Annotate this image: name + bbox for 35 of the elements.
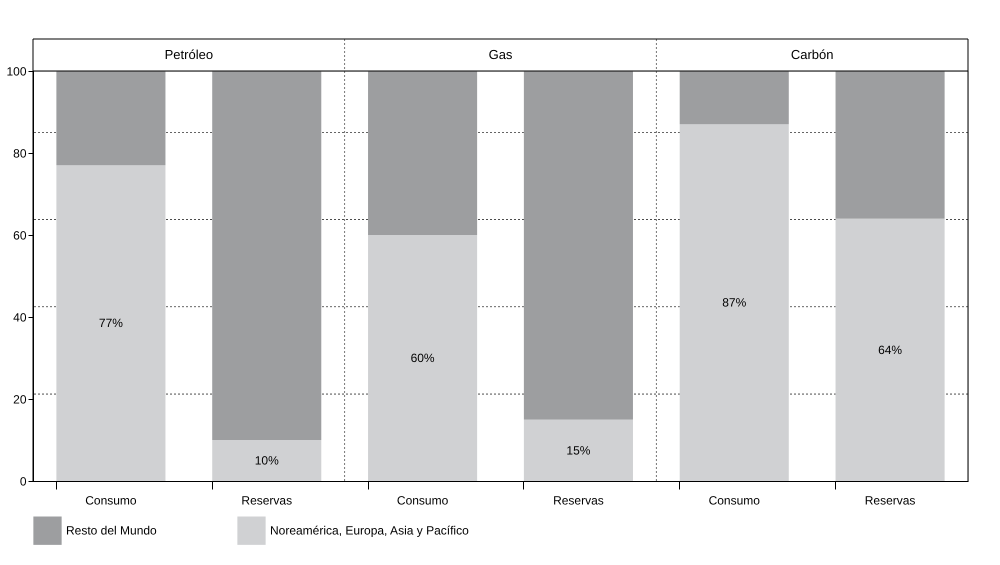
x-tick-label: Consumo (85, 494, 137, 508)
bar (836, 71, 945, 219)
y-tick-label: 60 (13, 228, 27, 242)
bar (836, 218, 945, 481)
bar (524, 71, 633, 420)
bar (368, 235, 478, 481)
text: Petróleo (164, 47, 214, 62)
x-tick-label: Consumo (396, 494, 449, 508)
data-label: 60% (410, 351, 435, 365)
y-tick-label: 0 (20, 474, 27, 488)
x-tick-label: Reservas (864, 494, 916, 508)
bar (368, 71, 478, 235)
x-tick-label: Reservas (241, 494, 292, 508)
y-tick-label: 20 (13, 392, 27, 406)
bar (212, 440, 322, 481)
x-tick-label: Consumo (708, 494, 760, 508)
y-tick-label: 40 (13, 310, 27, 324)
bar (680, 71, 789, 124)
legend-label: Noreamérica, Europa, Asia y Pacífico (270, 524, 470, 538)
legend-label: Resto del Mundo (66, 524, 158, 538)
y-tick-label: 100 (6, 64, 27, 78)
y-tick-label: 80 (13, 146, 27, 160)
bar (56, 71, 166, 166)
data-label: 77% (98, 316, 124, 330)
data-label: 10% (254, 454, 280, 468)
data-label: 64% (878, 342, 902, 357)
bar (212, 71, 322, 440)
bar (56, 165, 166, 481)
bar (680, 124, 789, 481)
x-tick-label: Reservas (553, 494, 604, 508)
bar (524, 420, 633, 481)
text: Gas (488, 47, 513, 62)
data-label: 15% (566, 443, 591, 458)
data-label: 87% (722, 296, 747, 310)
text: Carbón (790, 47, 834, 62)
